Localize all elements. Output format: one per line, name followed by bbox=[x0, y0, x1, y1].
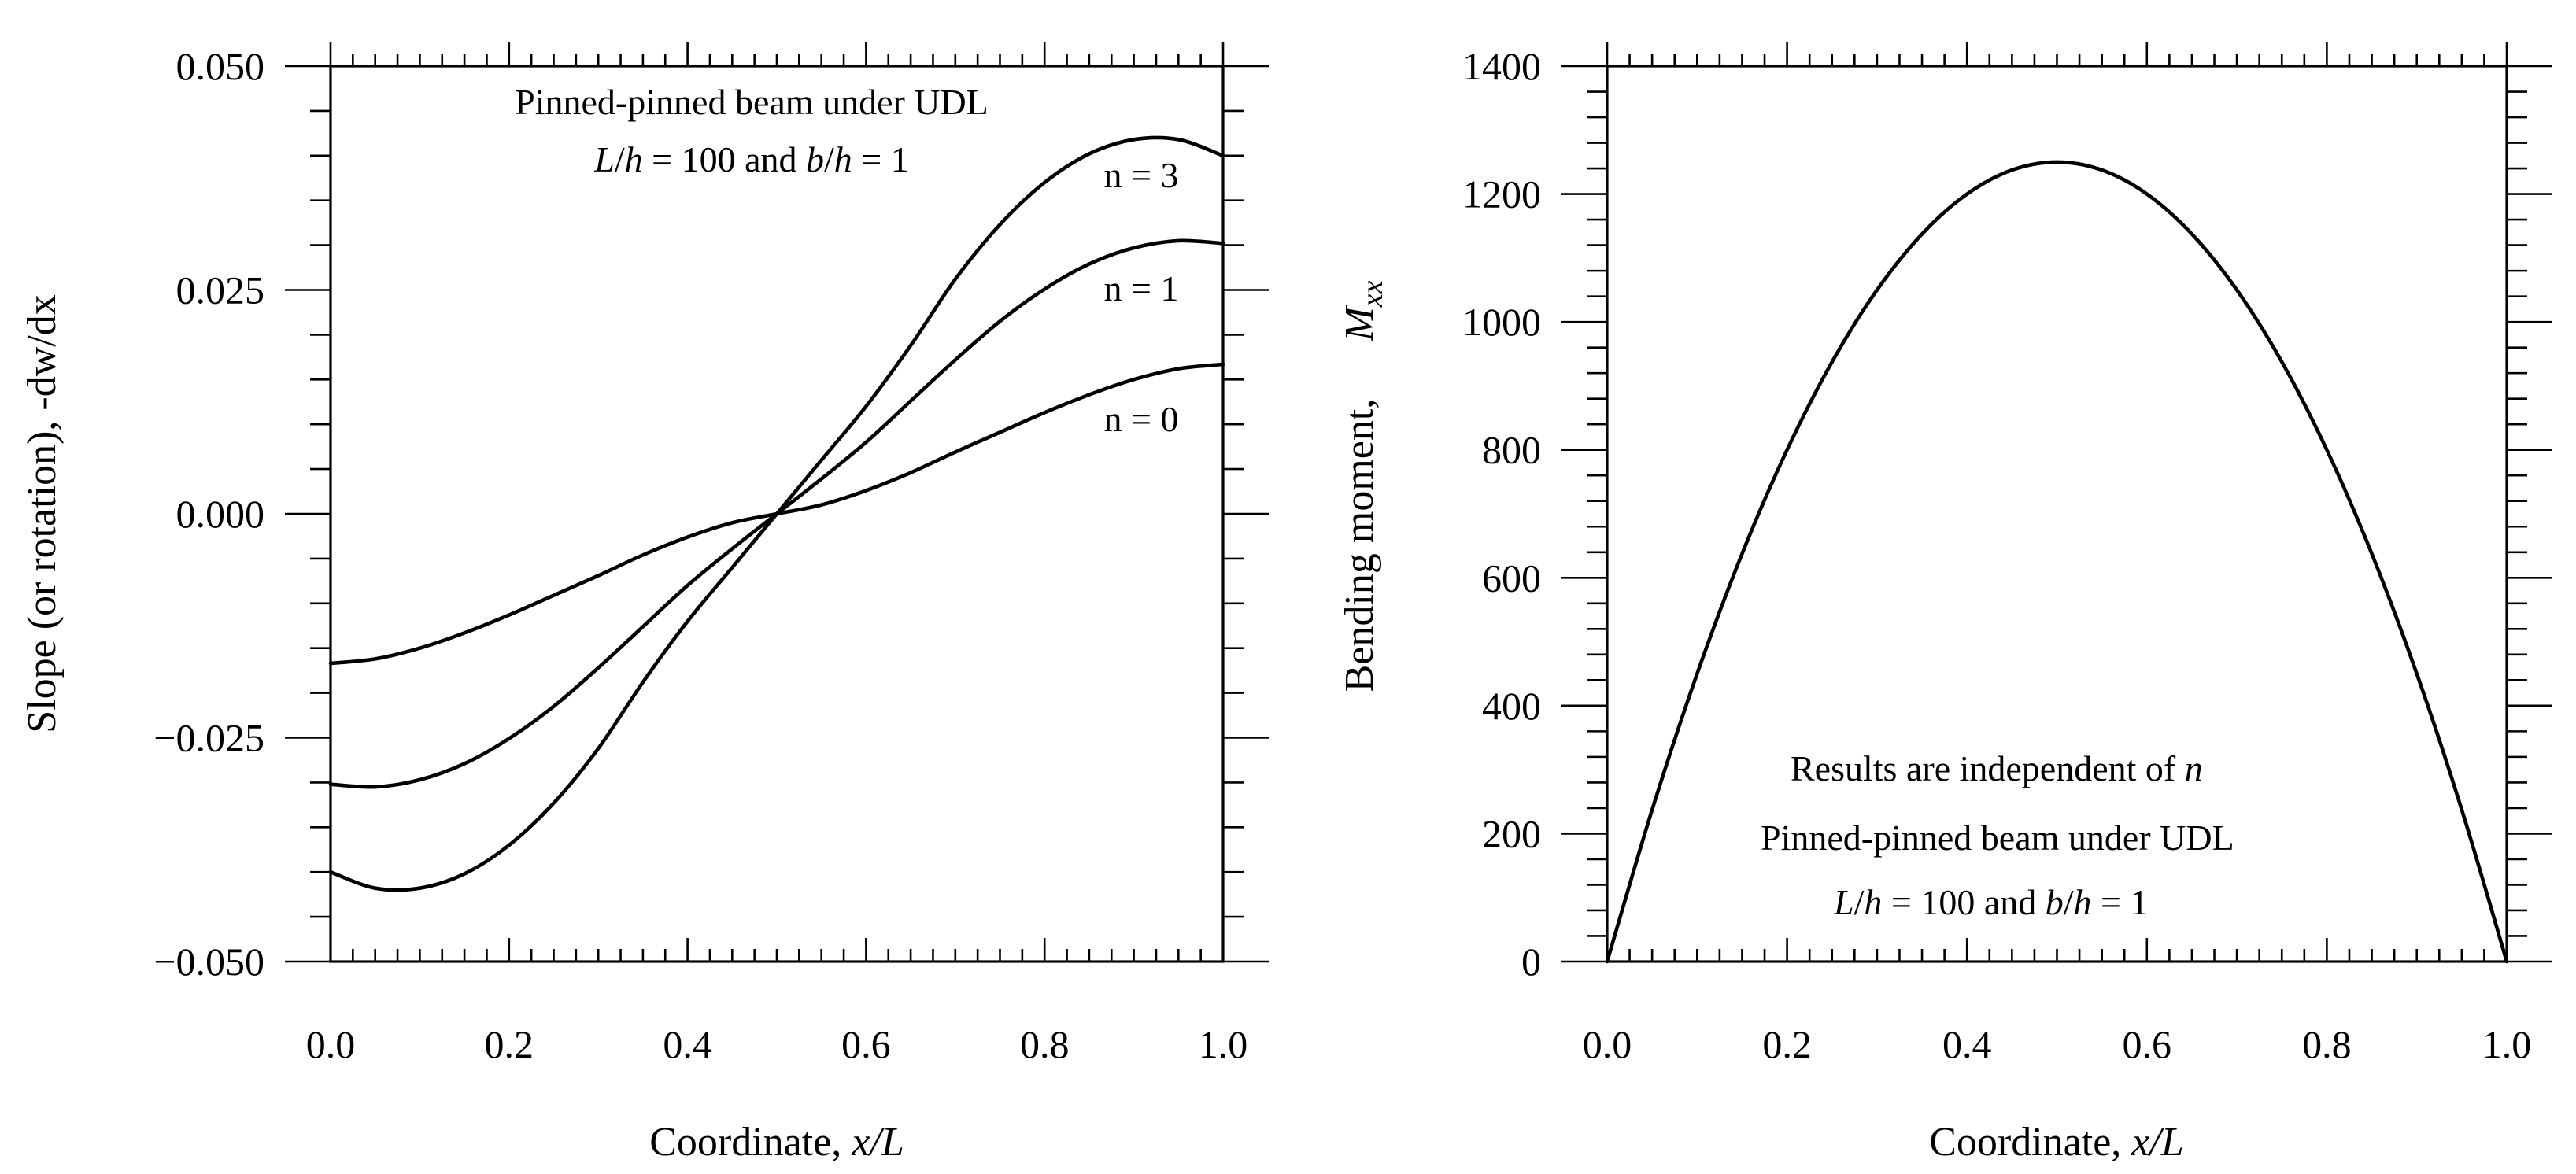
moment-y-axis-title: Bending moment, Mxx bbox=[1337, 280, 1389, 692]
slope-y-tick-label: −0.025 bbox=[153, 716, 264, 760]
moment-y-tick-label: 1200 bbox=[1462, 172, 1541, 216]
moment-y-tick-label: 200 bbox=[1482, 811, 1541, 855]
moment-annotation-title: Pinned-pinned beam under UDL bbox=[1761, 818, 2234, 858]
moment-chart-curves bbox=[1605, 160, 2509, 964]
slope-y-tick-label: 0.025 bbox=[176, 268, 265, 312]
series-label-n3: n = 3 bbox=[1104, 155, 1179, 195]
slope-x-tick-label: 0.4 bbox=[663, 1022, 712, 1066]
svg-text:Bending moment,: Bending moment, bbox=[1337, 399, 1382, 692]
moment-x-tick-label: 0.8 bbox=[2302, 1022, 2352, 1066]
slope-chart: 0.0 0.2 0.4 0.6 0.8 1.0 −0.050 −0.025 0.000 0.025… bbox=[20, 42, 1269, 1165]
series-label-n1: n = 1 bbox=[1104, 268, 1179, 308]
moment-x-tick-label: 0.4 bbox=[1942, 1022, 1992, 1066]
slope-y-tick-label: 0.000 bbox=[176, 492, 265, 536]
slope-x-tick-label: 1.0 bbox=[1199, 1022, 1248, 1066]
moment-annotation-independent: Results are independent of n bbox=[1791, 748, 2203, 788]
slope-chart-ticks bbox=[285, 42, 1269, 963]
slope-chart-tick-labels: 0.0 0.2 0.4 0.6 0.8 1.0 −0.050 −0.025 0.000 0.025… bbox=[153, 44, 1247, 1066]
moment-plot-frame bbox=[1606, 65, 2508, 963]
slope-y-tick-label: 0.050 bbox=[176, 44, 265, 88]
slope-chart-curves bbox=[328, 135, 1225, 892]
slope-series-n-0 bbox=[328, 362, 1225, 666]
slope-x-tick-label: 0.2 bbox=[485, 1022, 534, 1066]
slope-y-tick-label: −0.050 bbox=[153, 940, 264, 984]
moment-y-tick-label: 0 bbox=[1521, 940, 1541, 984]
moment-y-tick-label: 1400 bbox=[1462, 44, 1541, 88]
moment-chart-tick-labels: 0.0 0.2 0.4 0.6 0.8 1.0 0 200 400 600 800 1000 1200 1… bbox=[1462, 44, 2531, 1066]
slope-annotation-params: L/h = 100 and b/h = 1 bbox=[593, 139, 908, 179]
slope-x-tick-label: 0.0 bbox=[306, 1022, 356, 1066]
moment-x-tick-label: 0.2 bbox=[1762, 1022, 1812, 1066]
moment-x-tick-label: 0.6 bbox=[2123, 1022, 2172, 1066]
moment-x-tick-label: 1.0 bbox=[2482, 1022, 2532, 1066]
moment-y-tick-label: 400 bbox=[1482, 684, 1541, 728]
slope-plot-frame bbox=[329, 65, 1225, 963]
slope-annotation-title: Pinned-pinned beam under UDL bbox=[515, 82, 989, 122]
series-label-n0: n = 0 bbox=[1104, 399, 1179, 439]
moment-y-tick-label: 600 bbox=[1482, 556, 1541, 600]
slope-x-axis-title: Coordinate, x/L bbox=[649, 1120, 904, 1165]
slope-x-tick-label: 0.6 bbox=[841, 1022, 891, 1066]
moment-x-axis-title: Coordinate, x/L bbox=[1929, 1120, 2184, 1165]
svg-text:Mxx: Mxx bbox=[1337, 280, 1389, 341]
moment-chart: 0.0 0.2 0.4 0.6 0.8 1.0 0 200 400 600 800 1000 1200 1… bbox=[1337, 42, 2552, 1165]
moment-chart-ticks bbox=[1561, 42, 2552, 963]
slope-y-axis-title: Slope (or rotation), -dw/dx bbox=[20, 294, 65, 733]
moment-x-tick-label: 0.0 bbox=[1583, 1022, 1632, 1066]
slope-x-tick-label: 0.8 bbox=[1020, 1022, 1070, 1066]
moment-annotation-params: L/h = 100 and b/h = 1 bbox=[1833, 882, 2148, 922]
moment-series-mxx bbox=[1605, 160, 2509, 964]
moment-y-tick-label: 800 bbox=[1482, 428, 1541, 472]
moment-y-tick-label: 1000 bbox=[1462, 300, 1541, 344]
